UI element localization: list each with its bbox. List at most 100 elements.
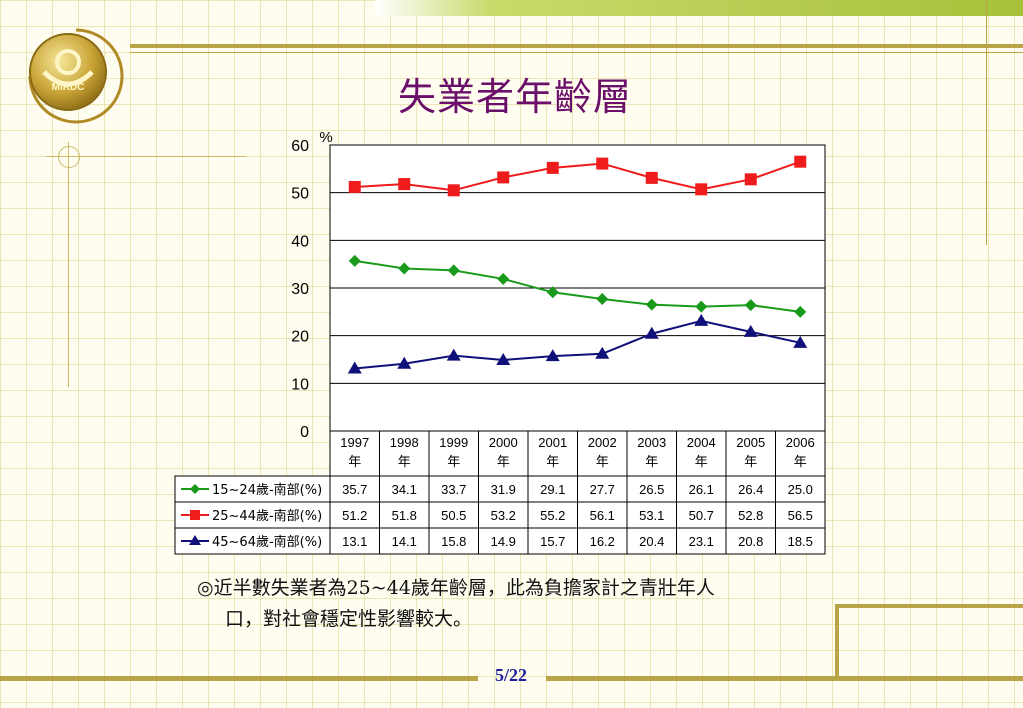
y-tick-label: 10 (291, 376, 309, 393)
table-value-cell: 51.2 (342, 508, 367, 523)
table-value-cell: 55.2 (540, 508, 565, 523)
top-accent-bar (375, 0, 1023, 16)
table-value-cell: 53.2 (491, 508, 516, 523)
header-rule-thin (130, 52, 1023, 53)
series-line (354, 259, 801, 313)
marker-square (398, 178, 411, 191)
series-name-label: 15~24歲-南部(%) (212, 482, 322, 498)
svg-text:MIRDC: MIRDC (52, 82, 85, 93)
header-rule (130, 44, 1023, 48)
marker-square (596, 157, 609, 170)
marker-square (794, 155, 807, 168)
table-value-cell: 56.5 (788, 508, 813, 523)
marker-diamond (596, 292, 609, 305)
category-label: 1998 (390, 435, 419, 450)
y-tick-label: 50 (291, 186, 309, 203)
footer-corner-rule (835, 604, 1023, 608)
caption-line-2: 口，對社會穩定性影響較大。 (225, 608, 473, 630)
category-suffix-label: 年 (447, 455, 460, 470)
category-label: 2006 (786, 435, 815, 450)
y-tick-label: 0 (300, 424, 309, 441)
marker-triangle (347, 361, 362, 374)
table-value-cell: 16.2 (590, 534, 615, 549)
legend-marker-triangle (189, 535, 201, 545)
y-tick-label: 40 (291, 233, 309, 250)
table-value-cell: 26.1 (689, 482, 714, 497)
y-axis-unit-label: % (319, 129, 332, 146)
category-label: 2003 (637, 435, 666, 450)
category-label: 2004 (687, 435, 716, 450)
table-value-cell: 26.4 (738, 482, 763, 497)
table-value-cell: 14.1 (392, 534, 417, 549)
marker-diamond (447, 264, 460, 277)
marker-triangle (694, 313, 709, 326)
category-suffix-label: 年 (744, 455, 757, 470)
marker-diamond (744, 299, 757, 312)
right-rule (986, 0, 987, 245)
table-value-cell: 20.8 (738, 534, 763, 549)
table-value-cell: 56.1 (590, 508, 615, 523)
table-value-cell: 33.7 (441, 482, 466, 497)
y-tick-label: 60 (291, 138, 309, 155)
category-label: 2002 (588, 435, 617, 450)
plot-area: 0 10 20 30 40 50 60% (291, 129, 826, 441)
marker-diamond (398, 262, 411, 275)
table-value-cell: 50.5 (441, 508, 466, 523)
marker-square (497, 171, 510, 184)
footer-rule-left (0, 676, 478, 681)
table-value-cell: 15.8 (441, 534, 466, 549)
category-suffix-label: 年 (695, 455, 708, 470)
marker-triangle (397, 356, 412, 369)
category-suffix-label: 年 (398, 455, 411, 470)
table-value-cell: 23.1 (689, 534, 714, 549)
data-table: 1997 年 1998 年 1999 年 2000 年 2001 年 2002 年 2003 年 2004 年… (174, 430, 826, 555)
table-value-cell: 52.8 (738, 508, 763, 523)
table-value-cell: 25.0 (788, 482, 813, 497)
category-suffix-label: 年 (596, 455, 609, 470)
table-value-cell: 34.1 (392, 482, 417, 497)
marker-diamond (794, 305, 807, 318)
organization-logo: MIRDC (28, 28, 124, 124)
marker-triangle (446, 348, 461, 361)
caption-line-1: ◎近半數失業者為25~44歲年齡層，此為負擔家計之青壯年人 (197, 577, 715, 599)
guide-circle (58, 146, 80, 168)
table-value-cell: 31.9 (491, 482, 516, 497)
footer-rule-right (546, 676, 1023, 681)
marker-square (447, 184, 460, 197)
marker-diamond (497, 272, 510, 285)
table-value-cell: 15.7 (540, 534, 565, 549)
category-label: 1997 (340, 435, 369, 450)
table-value-cell: 26.5 (639, 482, 664, 497)
category-suffix-label: 年 (645, 455, 658, 470)
marker-diamond (645, 298, 658, 311)
table-value-cell: 35.7 (342, 482, 367, 497)
legend-marker-square (190, 510, 200, 520)
marker-triangle (644, 326, 659, 339)
page-number: 5/22 (494, 665, 527, 685)
footer-corner-vrule (835, 604, 839, 676)
table-value-cell: 20.4 (639, 534, 664, 549)
caption: ◎近半數失業者為25~44歲年齡層，此為負擔家計之青壯年人 口，對社會穩定性影響… (197, 573, 837, 635)
marker-square (546, 161, 559, 174)
table-value-cell: 14.9 (491, 534, 516, 549)
series-line (354, 160, 801, 192)
category-label: 2001 (538, 435, 567, 450)
y-tick-label: 30 (291, 281, 309, 298)
marker-triangle (793, 335, 808, 348)
series-line (354, 319, 801, 370)
table-value-cell: 53.1 (639, 508, 664, 523)
series-name-label: 45~64歲-南部(%) (212, 534, 322, 550)
y-tick-label: 20 (291, 329, 309, 346)
category-label: 1999 (439, 435, 468, 450)
table-value-cell: 13.1 (342, 534, 367, 549)
category-label: 2000 (489, 435, 518, 450)
marker-triangle (496, 352, 511, 365)
category-suffix-label: 年 (497, 455, 510, 470)
marker-square (645, 171, 658, 184)
guide-hline (46, 156, 246, 157)
page-title: 失業者年齡層 (397, 75, 632, 119)
marker-square (695, 183, 708, 196)
marker-diamond (695, 300, 708, 313)
category-label: 2005 (736, 435, 765, 450)
marker-square (744, 173, 757, 186)
